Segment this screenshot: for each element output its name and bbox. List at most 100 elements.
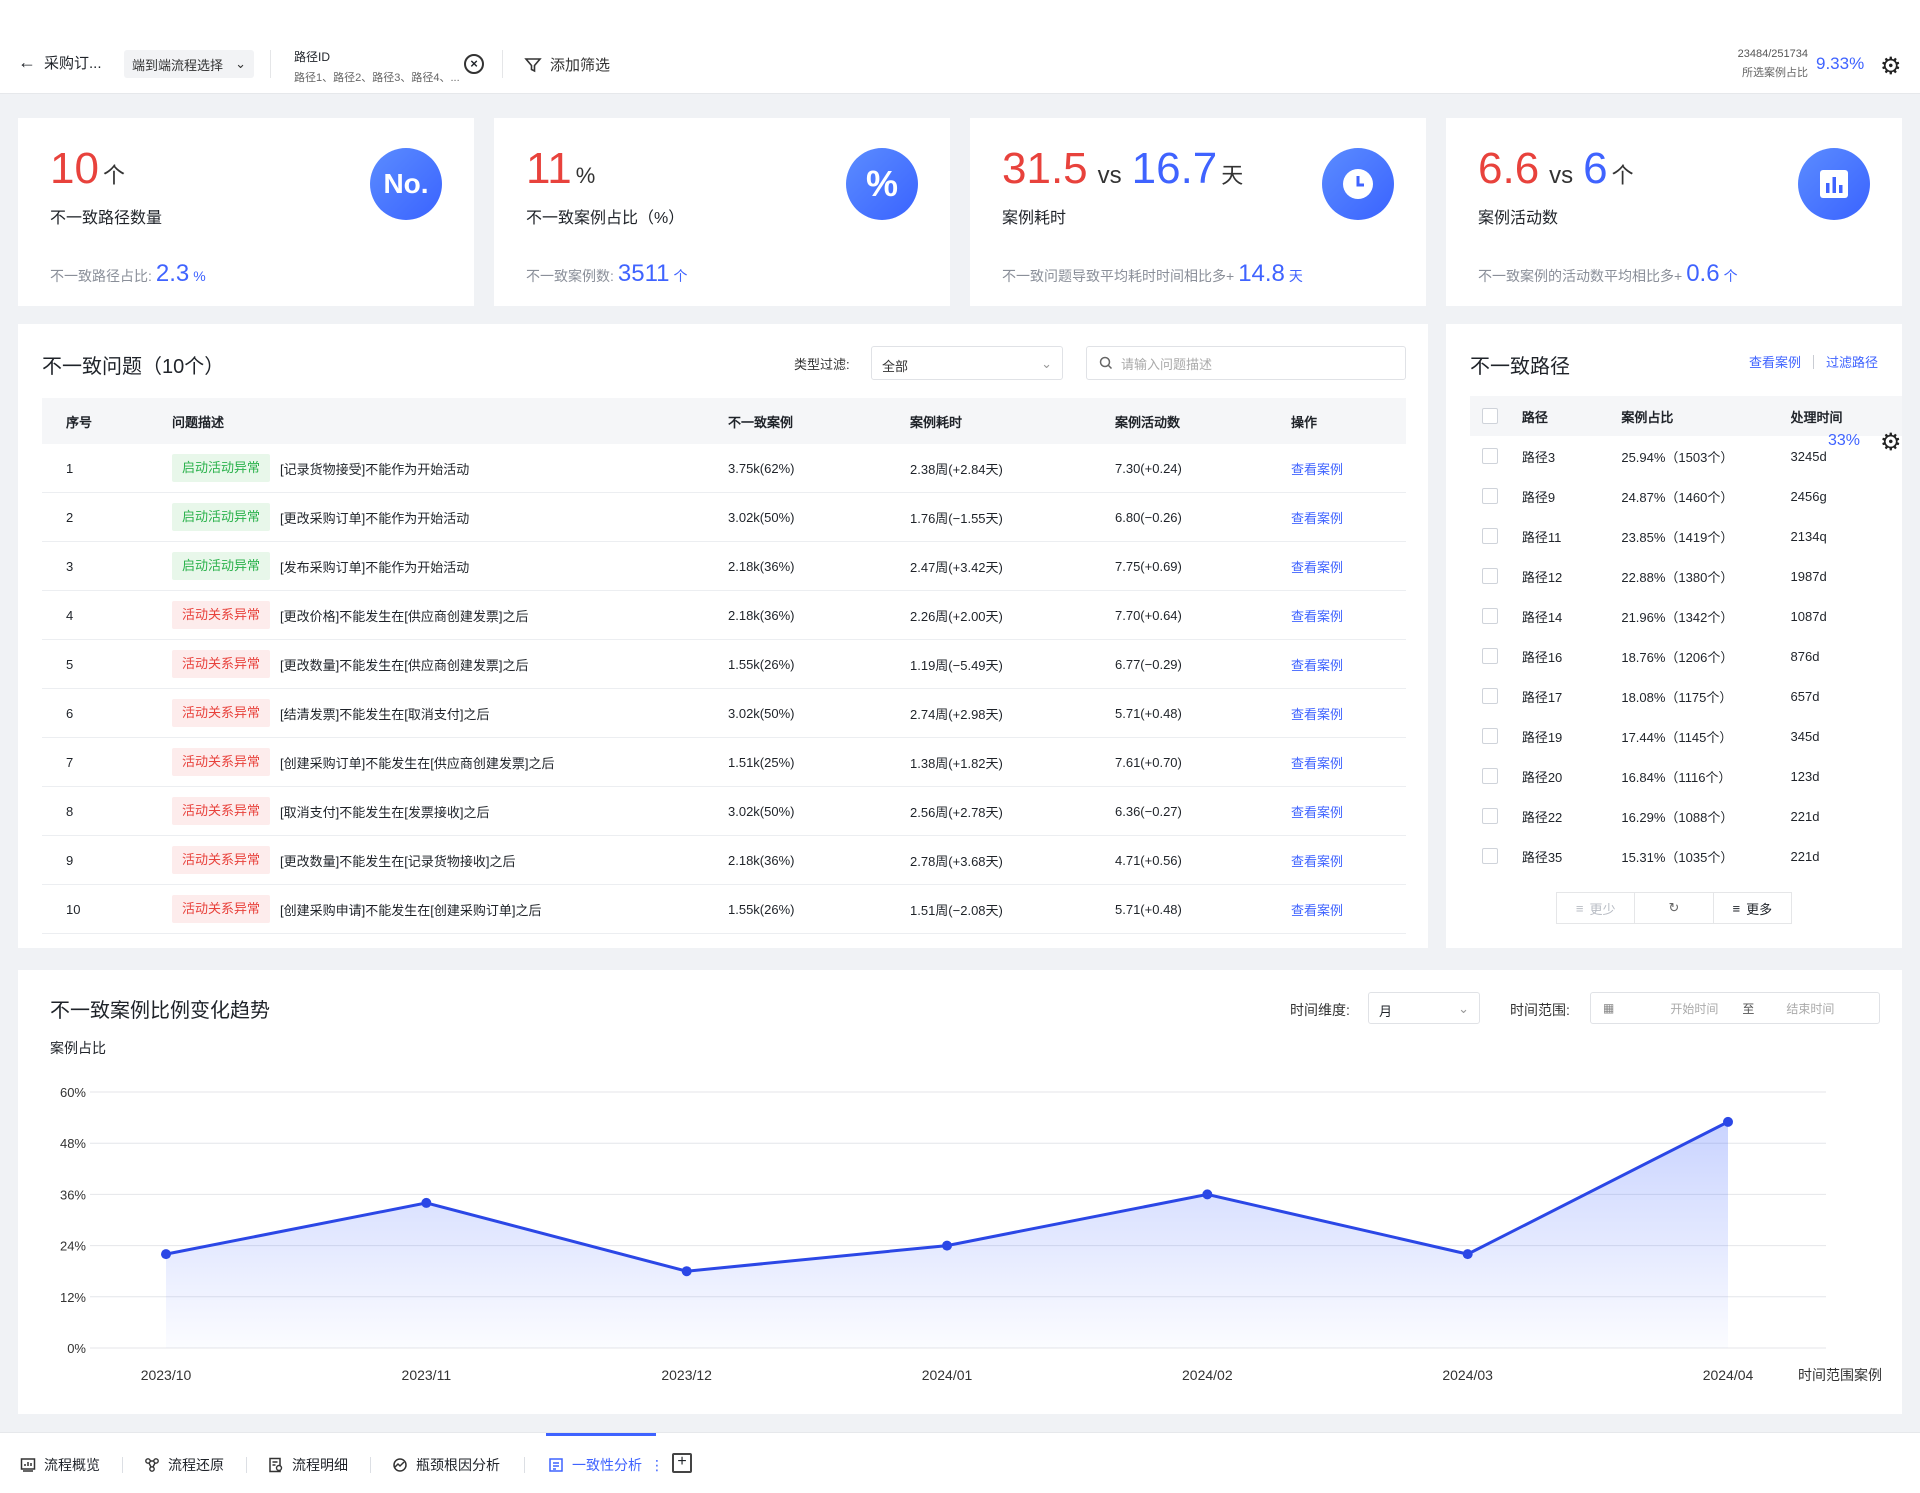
trend-chart: 0% 12% 24% 36% 48% 60% 2023/10 2023/11 2023/12 20… — [60, 1085, 1882, 1383]
path-checkbox[interactable] — [1482, 848, 1498, 864]
issue-cases: 3.02k(50%) — [728, 705, 795, 721]
bottom-tab-bar: 流程概览 流程还原 流程明细 瓶颈根因分析 一致性分析 ⋮ + — [0, 1432, 1920, 1493]
path-time: 221d — [1790, 808, 1820, 824]
issue-type-badge: 活动关系异常 — [172, 846, 271, 874]
issue-type-badge: 活动关系异常 — [172, 650, 271, 678]
kpi-unit: 个 — [1611, 163, 1634, 188]
table-row: 路径35 15.31%（1035个） 221d — [1470, 836, 1902, 876]
view-cases-link[interactable]: 查看案例 — [1291, 706, 1344, 722]
start-time-input[interactable]: 开始时间 — [1670, 1001, 1719, 1016]
path-filter[interactable]: 路径ID 路径1、路径2、路径3、路径4、... — [294, 48, 460, 85]
path-name: 路径14 — [1521, 609, 1563, 625]
view-cases-link[interactable]: 查看案例 — [1291, 902, 1344, 918]
header-time: 处理时间 — [1790, 409, 1843, 425]
issue-time: 1.51周(−2.08天) — [910, 902, 1003, 918]
show-less-button[interactable]: ≡ 更少 — [1557, 893, 1634, 923]
path-time: 345d — [1790, 728, 1820, 744]
path-checkbox[interactable] — [1482, 808, 1498, 824]
issue-desc: [更改数量]不能发生在[记录货物接收]之后 — [280, 853, 516, 869]
view-cases-link[interactable]: 查看案例 — [1291, 559, 1344, 575]
view-cases-link[interactable]: 查看案例 — [1291, 510, 1344, 526]
back-button[interactable]: ← 采购订... — [18, 52, 102, 73]
path-checkbox[interactable] — [1482, 728, 1498, 744]
list-icon: ≡ — [1732, 900, 1741, 916]
show-more-button[interactable]: ≡ 更多 — [1714, 893, 1791, 923]
view-cases-link[interactable]: 查看案例 — [1291, 853, 1344, 869]
end-time-input[interactable]: 结束时间 — [1786, 1001, 1835, 1016]
time-range-picker[interactable]: ▦ 开始时间 至 结束时间 — [1590, 992, 1880, 1024]
x-tick-label: 2023/12 — [661, 1367, 712, 1383]
issue-search-input[interactable]: 请输入问题描述 — [1086, 346, 1406, 380]
chevron-down-icon: ⌄ — [1041, 356, 1052, 371]
filter-icon — [524, 57, 542, 72]
overview-icon — [20, 1458, 36, 1472]
path-checkbox[interactable] — [1482, 448, 1498, 464]
table-row: 5 活动关系异常 [更改数量]不能发生在[供应商创建发票]之后 1.55k(26%) 1… — [42, 640, 1406, 689]
tab-label: 一致性分析 — [572, 1457, 642, 1473]
add-tab-icon[interactable]: + — [672, 1453, 692, 1473]
issue-acts: 5.71(+0.48) — [1115, 901, 1182, 917]
paths-title: 不一致路径 — [1470, 356, 1570, 378]
refresh-button[interactable]: ↻ — [1634, 893, 1714, 923]
tab-flow[interactable]: 流程还原 — [144, 1455, 224, 1475]
kpi-value: 6.6 — [1478, 144, 1540, 193]
filter-paths-link[interactable]: 过滤路径 — [1825, 355, 1878, 370]
data-point — [161, 1249, 171, 1260]
tab-detail[interactable]: 流程明细 — [268, 1455, 348, 1475]
kpi-sub-unit: % — [193, 268, 206, 284]
view-cases-link[interactable]: 查看案例 — [1291, 461, 1344, 477]
table-row: 4 活动关系异常 [更改价格]不能发生在[供应商创建发票]之后 2.18k(36%) 2… — [42, 591, 1406, 640]
issue-acts: 7.30(+0.24) — [1115, 460, 1182, 476]
path-time: 657d — [1790, 688, 1820, 704]
tab-bottleneck[interactable]: 瓶颈根因分析 — [392, 1455, 500, 1475]
kpi-card-case-ratio: 11% 不一致案例占比（%） 不一致案例数: 3511 个 % — [494, 118, 950, 306]
flow-select-value: 端到端流程选择 — [132, 57, 224, 73]
clear-icon[interactable]: × — [464, 54, 484, 74]
flow-select[interactable]: 端到端流程选择 ⌄ — [124, 50, 254, 78]
flow-icon — [145, 1458, 159, 1472]
path-checkbox[interactable] — [1482, 568, 1498, 584]
view-cases-link[interactable]: 查看案例 — [1748, 355, 1801, 370]
kpi-value: 10 — [50, 144, 99, 193]
kpi-sub-label: 不一致案例数: — [526, 268, 614, 284]
path-checkbox[interactable] — [1482, 768, 1498, 784]
issue-desc: [结清发票]不能发生在[取消支付]之后 — [280, 706, 490, 722]
tab-consistency[interactable]: 一致性分析 ⋮ — [548, 1455, 664, 1475]
kpi-sub-value: 14.8 — [1238, 260, 1285, 287]
case-ratio-count: 23484/251734 — [1737, 48, 1808, 60]
table-row: 路径12 22.88%（1380个） 1987d — [1470, 556, 1902, 596]
refresh-icon: ↻ — [1668, 900, 1680, 915]
view-cases-link[interactable]: 查看案例 — [1291, 755, 1344, 771]
view-cases-link[interactable]: 查看案例 — [1291, 657, 1344, 673]
row-no: 5 — [66, 656, 74, 672]
type-filter-select[interactable]: 全部 ⌄ — [871, 346, 1063, 380]
view-cases-link[interactable]: 查看案例 — [1291, 608, 1344, 624]
path-ratio: 16.29%（1088个） — [1621, 809, 1734, 825]
x-tick-label: 2023/10 — [141, 1367, 192, 1383]
table-header: 路径 案例占比 处理时间 — [1470, 396, 1902, 436]
path-checkbox[interactable] — [1482, 528, 1498, 544]
path-checkbox[interactable] — [1482, 688, 1498, 704]
gear-icon[interactable]: ⚙ — [1880, 429, 1902, 456]
row-no: 7 — [66, 754, 74, 770]
path-checkbox[interactable] — [1482, 648, 1498, 664]
path-name: 路径11 — [1521, 529, 1562, 545]
issue-acts: 6.77(−0.29) — [1115, 656, 1182, 672]
view-cases-link[interactable]: 查看案例 — [1291, 804, 1344, 820]
select-all-checkbox[interactable] — [1482, 408, 1498, 424]
x-axis-suffix: 时间范围案例 — [1798, 1367, 1882, 1383]
kpi-label: 不一致案例占比（%） — [526, 210, 685, 227]
path-checkbox[interactable] — [1482, 488, 1498, 504]
add-filter-button[interactable]: 添加筛选 — [524, 54, 610, 75]
path-checkbox[interactable] — [1482, 608, 1498, 624]
tab-overview[interactable]: 流程概览 — [20, 1455, 100, 1475]
row-no: 4 — [66, 607, 74, 623]
table-header: 序号 问题描述 不一致案例 案例耗时 案例活动数 操作 — [42, 398, 1406, 444]
time-dimension-select[interactable]: 月 ⌄ — [1368, 992, 1480, 1024]
issue-search-placeholder: 请输入问题描述 — [1121, 356, 1213, 372]
more-vertical-icon[interactable]: ⋮ — [650, 1456, 664, 1473]
gear-icon[interactable]: ⚙ — [1880, 53, 1902, 80]
analysis-icon — [393, 1458, 407, 1472]
path-filter-title: 路径ID — [294, 50, 331, 64]
path-time: 2456g — [1790, 488, 1827, 504]
